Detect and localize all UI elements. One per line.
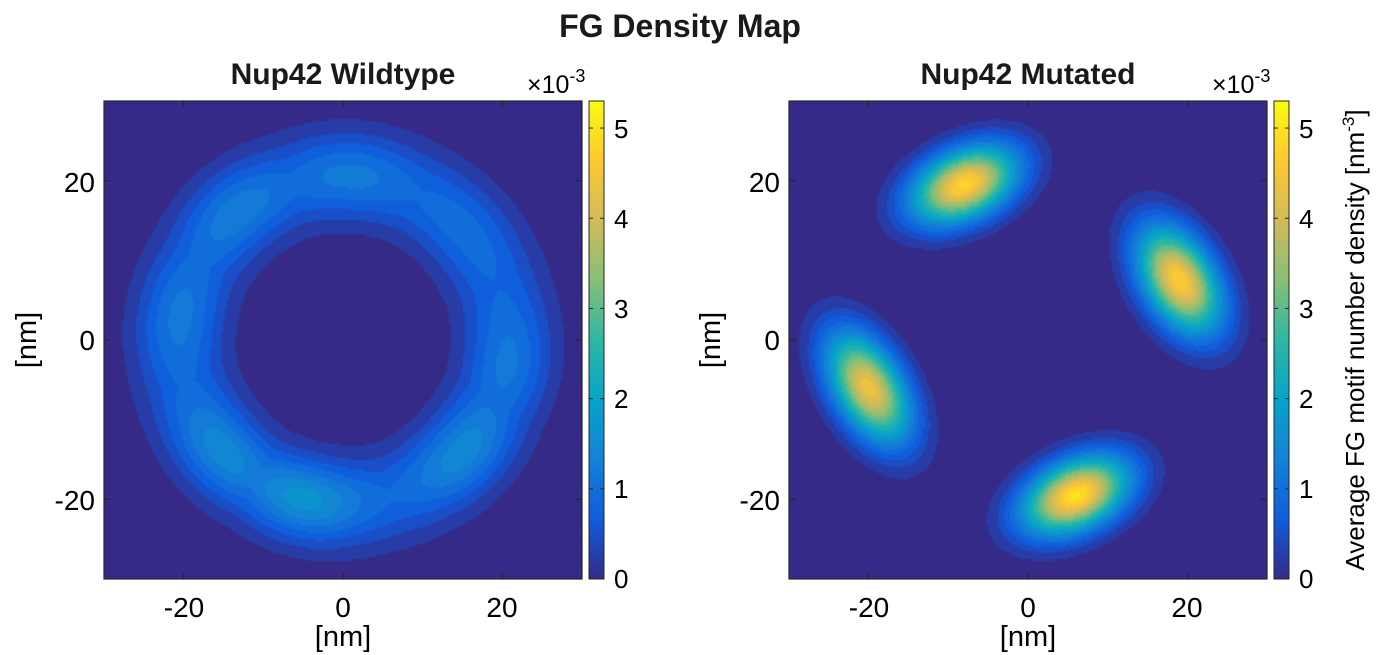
colorbar-tick-label: 4 <box>614 204 628 234</box>
x-tick-label: -20 <box>849 592 889 623</box>
axis-ticks-wildtype <box>104 101 582 579</box>
colorbar-wildtype <box>588 100 605 580</box>
y-tick-label: -20 <box>55 485 95 516</box>
y-tick-label: 0 <box>79 325 95 356</box>
colorbar-label: Average FG motif number density [nm-3] <box>1339 109 1370 570</box>
panel-title-wildtype: Nup42 Wildtype <box>231 58 456 91</box>
colorbar-tick-label: 3 <box>1299 294 1313 324</box>
colorbar-tick-label: 0 <box>1299 564 1313 594</box>
y-axis-label: [nm] <box>695 312 727 368</box>
heatmap-wildtype <box>104 101 582 579</box>
panel-wildtype: Nup42 Wildtype -20 0 20 20 0 -20 [nm] [n… <box>11 58 628 653</box>
axis-ticks-mutated <box>789 101 1267 579</box>
heatmap-image-wildtype <box>104 101 582 579</box>
y-tick-label: -20 <box>740 485 780 516</box>
colorbar-tick-label: 3 <box>614 294 628 324</box>
x-tick-label: 0 <box>335 592 351 623</box>
colorbar-tick-label: 2 <box>614 384 628 414</box>
colorbar-exponent-mutated: ×10-3 <box>1212 66 1270 99</box>
x-axis-label: [nm] <box>315 621 371 653</box>
panel-mutated: Nup42 Mutated -20 0 20 20 0 -20 [nm] [nm… <box>695 58 1370 653</box>
x-tick-label: 0 <box>1020 592 1036 623</box>
colorbar-mutated <box>1273 100 1290 580</box>
y-tick-label: 0 <box>764 325 780 356</box>
colorbar-ticks-wildtype <box>589 127 604 580</box>
figure-title: FG Density Map <box>559 8 801 44</box>
heatmap-image-mutated <box>789 101 1267 579</box>
colorbar-tick-label: 5 <box>1299 114 1313 144</box>
colorbar-tick-label: 5 <box>614 114 628 144</box>
x-tick-label: 20 <box>486 592 517 623</box>
colorbar-tick-label: 1 <box>1299 474 1313 504</box>
x-tick-label: -20 <box>164 592 204 623</box>
colorbar-ticks-mutated <box>1274 127 1289 580</box>
y-tick-label: 20 <box>749 167 780 198</box>
colorbar-tick-label: 2 <box>1299 384 1313 414</box>
colorbar-exponent-wildtype: ×10-3 <box>527 66 585 99</box>
colorbar-tick-label: 1 <box>614 474 628 504</box>
panel-title-mutated: Nup42 Mutated <box>920 58 1135 91</box>
heatmap-mutated <box>789 101 1267 579</box>
y-axis-label: [nm] <box>11 312 43 368</box>
colorbar-tick-label: 4 <box>1299 204 1313 234</box>
y-tick-label: 20 <box>64 167 95 198</box>
x-tick-label: 20 <box>1171 592 1202 623</box>
colorbar-tick-label: 0 <box>614 564 628 594</box>
x-axis-label: [nm] <box>1000 621 1056 653</box>
